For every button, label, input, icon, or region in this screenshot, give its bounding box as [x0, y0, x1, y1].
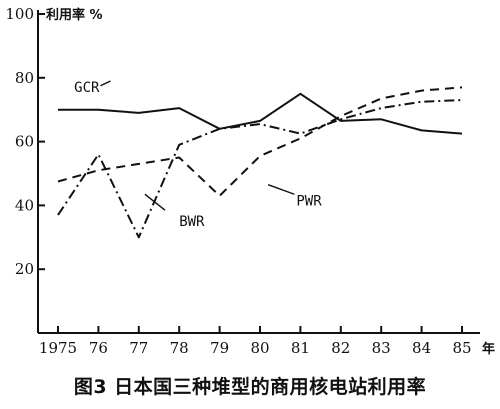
labels-layer: GCR BWR PWR [74, 80, 322, 230]
x-axis-label: 年 [482, 341, 495, 357]
axes: 20 40 60 80 100 利用率 % 1975 76 77 78 79 80 81 82 83 84 85… [5, 5, 495, 357]
x-tick-label: 78 [170, 339, 189, 357]
x-tick-label: 83 [372, 339, 391, 357]
y-tick-label: 60 [15, 133, 34, 151]
line-chart-svg: 20 40 60 80 100 利用率 % 1975 76 77 78 79 80 81 82 83 84 85… [5, 5, 495, 357]
x-tick-label: 84 [412, 339, 431, 357]
x-tick-label: 79 [210, 339, 229, 357]
x-tick-label: 76 [89, 339, 108, 357]
x-tick-label: 77 [129, 339, 148, 357]
series-line-pwr [57, 86, 463, 197]
y-tick-label: 80 [15, 69, 34, 87]
figure-caption: 图3 日本国三种堆型的商用核电站利用率 [73, 376, 427, 398]
y-axis-label: 利用率 % [46, 7, 103, 23]
y-tick-label: 40 [15, 196, 34, 214]
series-layer [57, 86, 463, 239]
y-tick-label: 100 [5, 5, 34, 23]
x-tick-label: 1975 [39, 339, 77, 357]
x-tick-label: 80 [250, 339, 269, 357]
x-tick-label: 81 [291, 339, 310, 357]
series-label-bwr: BWR [179, 214, 205, 230]
x-tick-label: 85 [452, 339, 471, 357]
y-tick-label: 20 [15, 260, 34, 278]
series-line-gcr [58, 92, 463, 135]
series-label-gcr: GCR [74, 80, 100, 96]
series-leader-bwr [144, 193, 166, 211]
series-line-bwr [57, 99, 463, 239]
series-label-pwr: PWR [296, 193, 322, 209]
series-leader-gcr [100, 80, 111, 87]
x-tick-label: 82 [331, 339, 350, 357]
series-leader-pwr [267, 184, 295, 195]
